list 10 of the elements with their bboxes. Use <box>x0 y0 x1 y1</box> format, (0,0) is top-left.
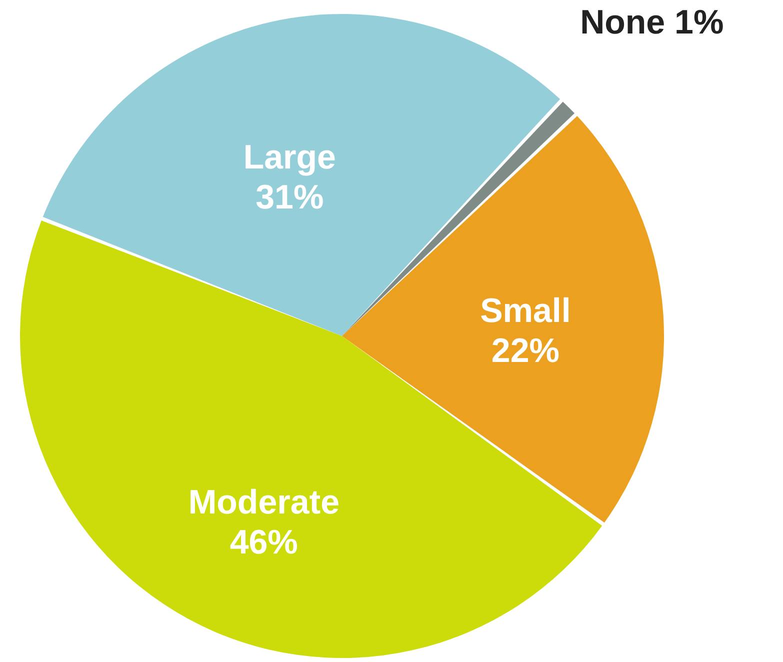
data-label: 22% <box>491 332 560 370</box>
pie-slice <box>20 220 602 658</box>
pie-slice <box>342 102 575 336</box>
pie-slice <box>342 116 664 523</box>
slice-label: Large <box>243 138 336 177</box>
slice-label: None 1% <box>580 4 724 42</box>
data-label: 46% <box>230 524 298 562</box>
slice-label: Moderate <box>188 484 340 522</box>
data-label: 31% <box>256 178 324 217</box>
slice-label: Small <box>480 292 571 330</box>
